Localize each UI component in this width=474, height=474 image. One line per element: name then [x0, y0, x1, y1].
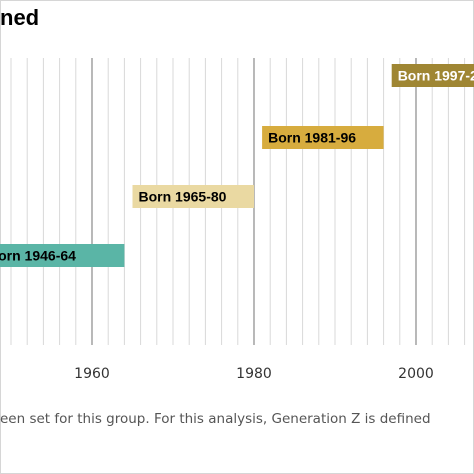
bar-label: Born 1946-64	[0, 248, 76, 264]
generation-bar	[132, 185, 254, 208]
generation-bar	[391, 64, 474, 87]
x-tick-label: 1960	[74, 366, 110, 382]
bars-group: Born 1946-64 Born 1965-80 Born 1981-96 Born…	[0, 64, 474, 267]
generation-bar	[262, 126, 384, 149]
x-tick-label: 1980	[236, 366, 272, 382]
chart-title: ned	[0, 5, 40, 30]
x-axis-ticks: 1960 1980 2000	[74, 366, 434, 382]
bar-label: Born 1981-96	[268, 130, 356, 146]
bar-label: Born 1965-80	[139, 189, 227, 205]
generation-bar	[0, 244, 125, 267]
bar-label: Born 1997-2012	[398, 68, 474, 84]
x-tick-label: 2000	[398, 366, 434, 382]
footnote: een set for this group. For this analysi…	[0, 411, 431, 427]
